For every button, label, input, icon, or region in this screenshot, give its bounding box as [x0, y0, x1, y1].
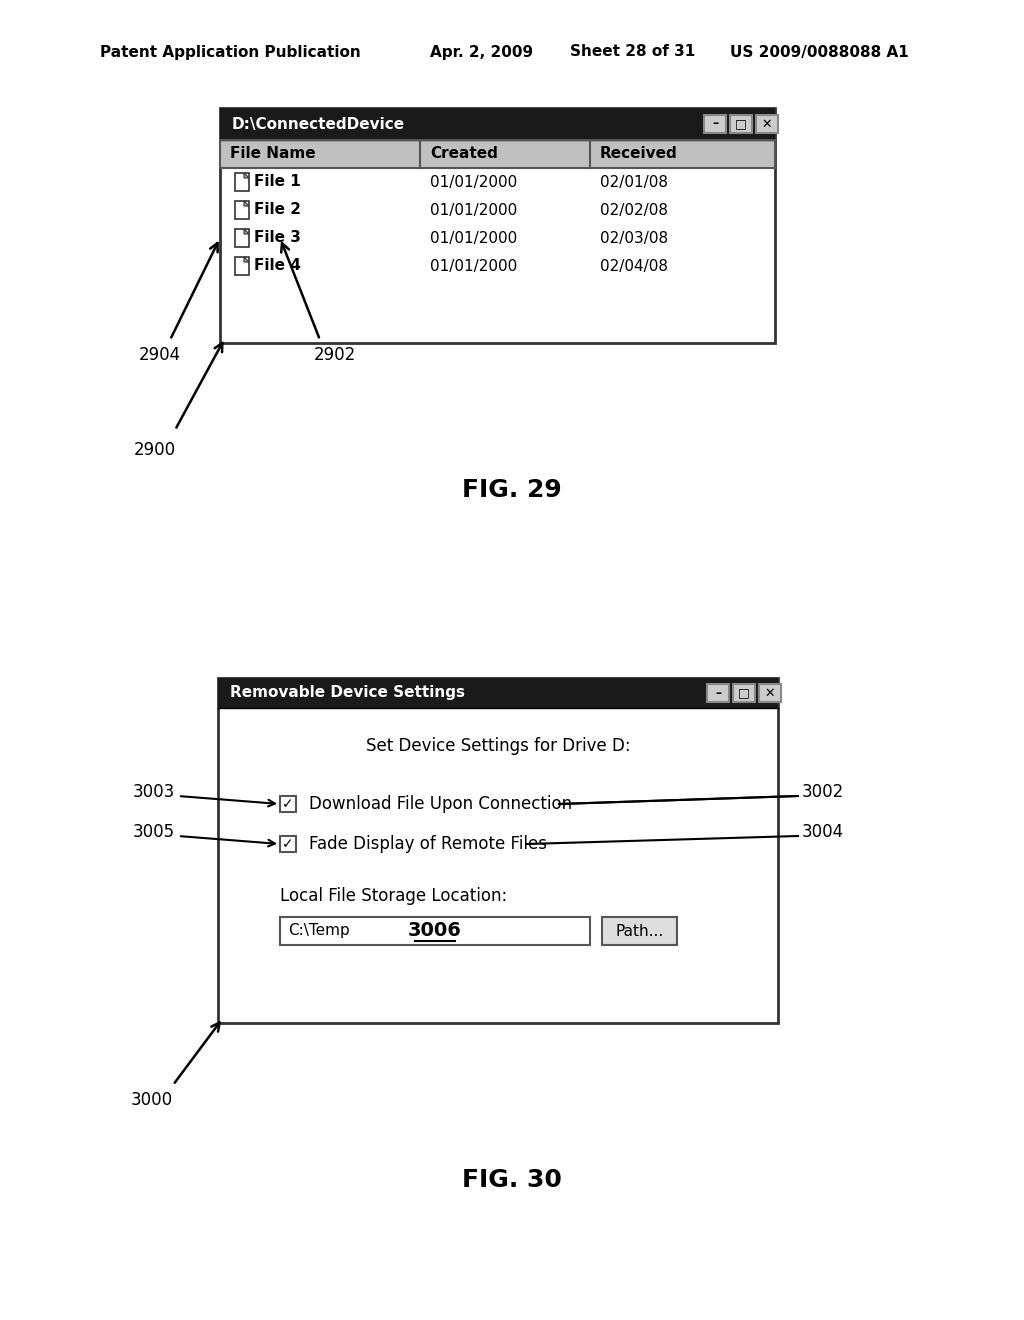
Text: ✓: ✓: [283, 797, 294, 810]
Text: 02/03/08: 02/03/08: [600, 231, 668, 246]
Text: Download File Upon Connection: Download File Upon Connection: [309, 795, 572, 813]
Bar: [759, 684, 781, 702]
Text: ✕: ✕: [765, 686, 775, 700]
Polygon shape: [244, 257, 249, 261]
Text: 02/04/08: 02/04/08: [600, 259, 668, 273]
Text: File 4: File 4: [254, 259, 301, 273]
Bar: [730, 115, 752, 133]
Text: 2900: 2900: [134, 441, 176, 459]
Text: 2904: 2904: [139, 346, 181, 364]
Bar: [220, 108, 775, 140]
Text: Set Device Settings for Drive D:: Set Device Settings for Drive D:: [366, 737, 631, 755]
Bar: [707, 684, 729, 702]
Bar: [280, 796, 296, 812]
Text: Path...: Path...: [615, 924, 664, 939]
Bar: [234, 257, 249, 275]
Text: 01/01/2000: 01/01/2000: [430, 259, 517, 273]
Text: File 1: File 1: [254, 174, 301, 190]
Text: C:\Temp: C:\Temp: [288, 924, 350, 939]
Text: ✕: ✕: [762, 117, 772, 131]
Polygon shape: [244, 201, 249, 206]
Text: 3000: 3000: [131, 1092, 173, 1109]
Text: Local File Storage Location:: Local File Storage Location:: [280, 887, 507, 906]
Text: Received: Received: [600, 147, 678, 161]
Bar: [733, 684, 755, 702]
Text: 3004: 3004: [802, 822, 844, 841]
Text: File 3: File 3: [254, 231, 301, 246]
Text: File 2: File 2: [254, 202, 301, 218]
Bar: [756, 115, 778, 133]
Text: Fade Display of Remote Files: Fade Display of Remote Files: [309, 836, 547, 853]
Text: FIG. 30: FIG. 30: [462, 1168, 562, 1192]
Bar: [220, 140, 775, 168]
Text: –: –: [712, 117, 718, 131]
Text: Removable Device Settings: Removable Device Settings: [230, 685, 465, 701]
Bar: [280, 917, 590, 945]
Bar: [234, 201, 249, 219]
Polygon shape: [244, 173, 249, 178]
Bar: [602, 917, 677, 945]
Text: 3003: 3003: [133, 783, 175, 801]
Bar: [280, 836, 296, 851]
Bar: [234, 228, 249, 247]
Text: 3006: 3006: [408, 921, 462, 940]
Text: □: □: [735, 117, 746, 131]
Text: Sheet 28 of 31: Sheet 28 of 31: [570, 45, 695, 59]
Bar: [218, 678, 778, 708]
Text: Patent Application Publication: Patent Application Publication: [100, 45, 360, 59]
Text: 3005: 3005: [133, 822, 175, 841]
Text: 01/01/2000: 01/01/2000: [430, 231, 517, 246]
Text: 02/01/08: 02/01/08: [600, 174, 668, 190]
Text: File Name: File Name: [230, 147, 315, 161]
Text: D:\ConnectedDevice: D:\ConnectedDevice: [232, 116, 406, 132]
Text: US 2009/0088088 A1: US 2009/0088088 A1: [730, 45, 908, 59]
Text: 01/01/2000: 01/01/2000: [430, 202, 517, 218]
Text: ✓: ✓: [283, 837, 294, 851]
Bar: [220, 108, 775, 343]
Text: Created: Created: [430, 147, 498, 161]
Bar: [220, 140, 775, 168]
Polygon shape: [244, 228, 249, 234]
Text: 3002: 3002: [802, 783, 844, 801]
Bar: [705, 115, 726, 133]
Text: 01/01/2000: 01/01/2000: [430, 174, 517, 190]
Bar: [234, 173, 249, 191]
Text: –: –: [715, 686, 721, 700]
Text: Apr. 2, 2009: Apr. 2, 2009: [430, 45, 534, 59]
Text: 2902: 2902: [314, 346, 356, 364]
Text: FIG. 29: FIG. 29: [462, 478, 562, 502]
Text: 02/02/08: 02/02/08: [600, 202, 668, 218]
Bar: [218, 678, 778, 1023]
Text: □: □: [738, 686, 750, 700]
